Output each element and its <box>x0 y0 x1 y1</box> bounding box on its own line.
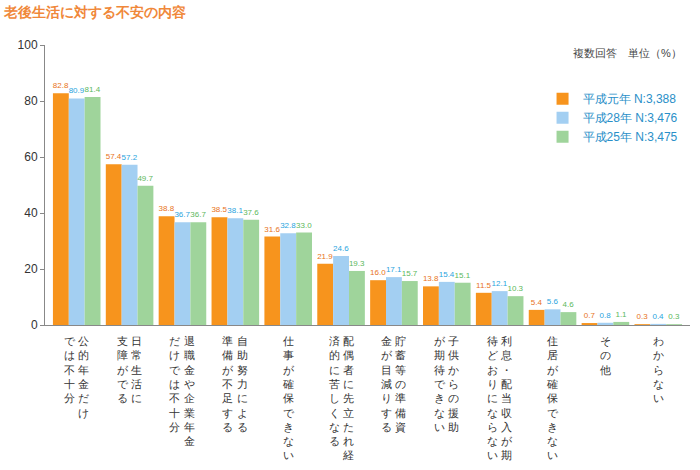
svg-text:19.3: 19.3 <box>349 259 365 268</box>
svg-text:38.1: 38.1 <box>227 206 243 215</box>
svg-text:老後生活に対する不安の内容: 老後生活に対する不安の内容 <box>3 4 186 20</box>
svg-text:16.0: 16.0 <box>370 268 386 277</box>
svg-text:0: 0 <box>31 318 38 332</box>
svg-text:40: 40 <box>24 206 38 220</box>
svg-text:57.4: 57.4 <box>106 152 122 161</box>
svg-text:金が目減りする: 金が目減りする <box>381 335 393 433</box>
svg-text:20: 20 <box>24 262 38 276</box>
svg-text:済的に苦しくなる: 済的に苦しくなる <box>329 335 340 447</box>
svg-text:日常生活に: 日常生活に <box>131 335 142 404</box>
svg-text:その他: その他 <box>600 335 611 376</box>
svg-text:準備が不足する: 準備が不足する <box>222 335 234 433</box>
svg-text:36.7: 36.7 <box>190 210 206 219</box>
svg-text:15.4: 15.4 <box>439 270 455 279</box>
svg-text:自助努力による: 自助努力による <box>237 335 248 433</box>
svg-text:80: 80 <box>24 94 38 108</box>
svg-text:12.1: 12.1 <box>492 279 508 288</box>
svg-text:4.6: 4.6 <box>563 300 575 309</box>
svg-text:5.4: 5.4 <box>531 298 543 307</box>
svg-text:81.4: 81.4 <box>85 85 101 94</box>
svg-text:では不十分: では不十分 <box>64 335 76 404</box>
svg-text:0.4: 0.4 <box>652 312 664 321</box>
svg-text:17.1: 17.1 <box>386 265 402 274</box>
svg-text:0.8: 0.8 <box>600 311 612 320</box>
svg-text:住居が確保できない: 住居が確保できない <box>546 335 559 461</box>
svg-text:配偶者に先立たれ経: 配偶者に先立たれ経 <box>342 335 354 461</box>
svg-text:仕事が確保できない: 仕事が確保できない <box>282 335 295 461</box>
svg-text:公的年金だけ: 公的年金だけ <box>78 335 89 420</box>
svg-text:0.7: 0.7 <box>584 311 596 320</box>
svg-text:49.7: 49.7 <box>137 174 153 183</box>
svg-text:支障がでる: 支障がでる <box>117 335 129 404</box>
svg-text:38.8: 38.8 <box>159 204 175 213</box>
svg-text:0.3: 0.3 <box>668 312 680 321</box>
svg-text:貯蓄等の準備資: 貯蓄等の準備資 <box>395 335 406 433</box>
svg-text:11.5: 11.5 <box>476 281 492 290</box>
svg-text:退職金や企業年金: 退職金や企業年金 <box>184 335 195 447</box>
svg-text:待どおりにならない: 待どおりにならない <box>487 335 498 461</box>
svg-text:わからない: わからない <box>653 335 664 404</box>
svg-text:57.2: 57.2 <box>122 153 138 162</box>
svg-text:平成28年 N:3,476: 平成28年 N:3,476 <box>583 111 678 125</box>
svg-text:5.6: 5.6 <box>547 297 559 306</box>
svg-text:複数回答 単位（%）: 複数回答 単位（%） <box>573 47 682 59</box>
svg-text:1.1: 1.1 <box>615 310 627 319</box>
svg-text:60: 60 <box>24 150 38 164</box>
svg-text:82.8: 82.8 <box>53 81 69 90</box>
svg-text:平成25年 N:3,475: 平成25年 N:3,475 <box>583 130 678 144</box>
svg-text:31.6: 31.6 <box>264 225 280 234</box>
svg-text:21.9: 21.9 <box>317 252 333 261</box>
svg-text:37.6: 37.6 <box>243 208 259 217</box>
svg-text:33.0: 33.0 <box>296 221 312 230</box>
svg-text:80.9: 80.9 <box>69 86 85 95</box>
svg-text:24.6: 24.6 <box>333 244 349 253</box>
svg-text:38.5: 38.5 <box>211 205 227 214</box>
svg-text:0.3: 0.3 <box>637 312 649 321</box>
svg-text:利息・配当収入が期: 利息・配当収入が期 <box>500 335 513 461</box>
svg-text:10.3: 10.3 <box>507 284 523 293</box>
svg-text:平成元年 N:3,388: 平成元年 N:3,388 <box>583 92 677 106</box>
svg-text:15.7: 15.7 <box>402 269 418 278</box>
svg-text:15.1: 15.1 <box>455 271 471 280</box>
svg-text:13.8: 13.8 <box>423 274 439 283</box>
svg-text:子供からの援助: 子供からの援助 <box>448 335 459 433</box>
svg-text:が期待できない: が期待できない <box>434 335 446 433</box>
svg-text:だけでは不十分: だけでは不十分 <box>169 335 181 433</box>
svg-text:32.8: 32.8 <box>280 221 296 230</box>
svg-text:36.7: 36.7 <box>174 210 190 219</box>
svg-text:100: 100 <box>18 38 38 52</box>
